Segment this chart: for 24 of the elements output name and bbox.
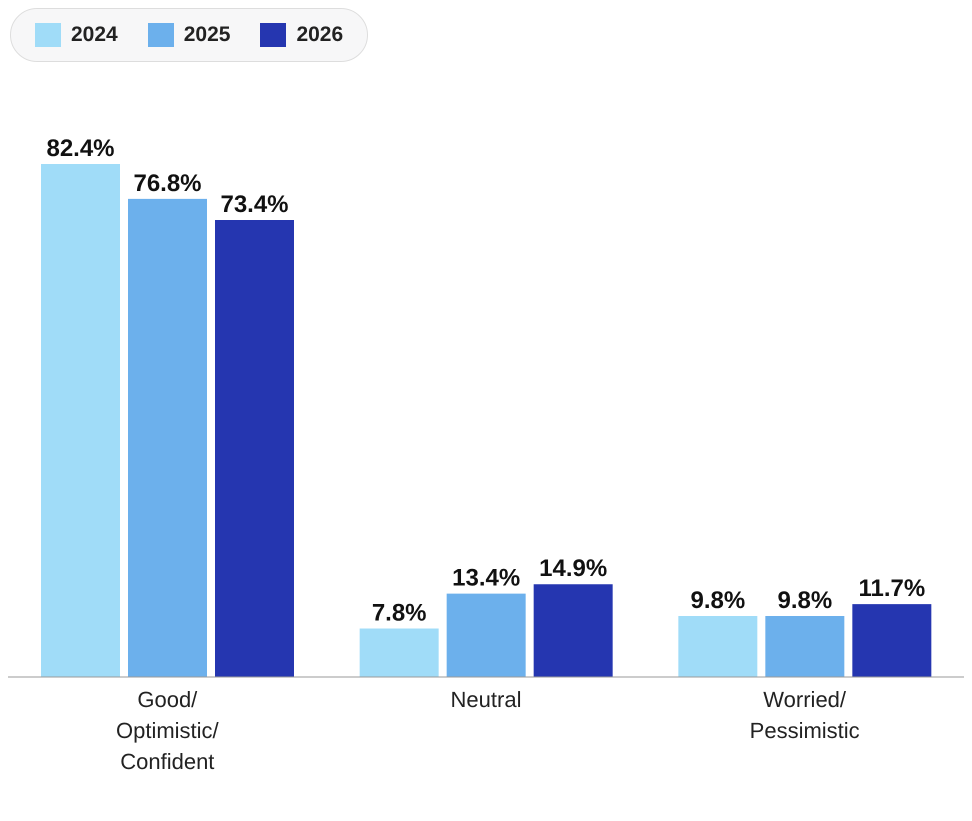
bar [360, 628, 439, 677]
bar [215, 220, 294, 677]
data-label: 11.7% [858, 575, 926, 602]
x-tick-label: Worried/Pessimistic [750, 687, 860, 743]
bar [678, 616, 758, 677]
data-label: 7.8% [372, 599, 427, 626]
data-label: 73.4% [220, 191, 289, 218]
bar [852, 604, 932, 677]
data-label: 14.9% [539, 555, 608, 582]
bar [534, 584, 613, 677]
data-label: 76.8% [133, 170, 202, 197]
x-tick-label: Good/Optimistic/Confident [116, 687, 220, 774]
bar [765, 616, 844, 677]
bar [41, 164, 120, 677]
data-label: 9.8% [690, 586, 746, 614]
x-tick-label: Neutral [450, 687, 522, 712]
legend-label: 2024 [71, 23, 118, 47]
legend-label: 2025 [184, 23, 230, 47]
bar [446, 594, 526, 677]
bar [128, 198, 207, 677]
data-label: 9.8% [777, 586, 832, 614]
legend-label: 2026 [296, 23, 344, 47]
data-label: 82.4% [46, 135, 115, 162]
data-label: 13.4% [452, 564, 520, 592]
